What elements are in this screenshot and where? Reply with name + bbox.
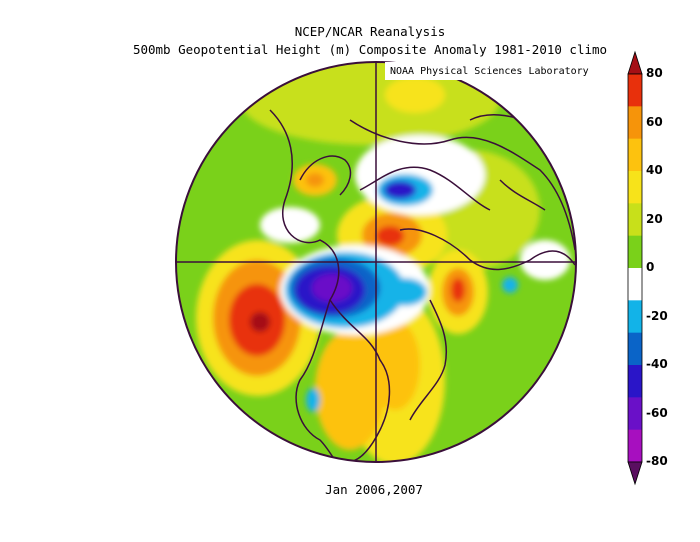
colorbar-tick-label: 80 <box>646 66 663 80</box>
colorbar-segment <box>628 138 642 172</box>
colorbar-min-arrow <box>627 461 643 486</box>
colorbar-tick-label: -40 <box>646 357 668 371</box>
colorbar-segment <box>628 300 642 334</box>
anomaly-field <box>176 62 576 462</box>
colorbar-max-arrow <box>627 50 643 75</box>
colorbar-segment <box>628 332 642 366</box>
colorbar-tick-label: -80 <box>646 454 668 468</box>
colorbar-segment <box>628 268 642 301</box>
colorbar <box>627 50 643 486</box>
colorbar-segment <box>628 106 642 140</box>
map-boundary <box>175 61 577 463</box>
colorbar-tick-label: 60 <box>646 114 663 129</box>
colorbar-tick-label: 20 <box>646 211 663 226</box>
colorbar-segment <box>628 203 642 237</box>
credit-label: NOAA Physical Sciences Laboratory <box>390 66 589 77</box>
colorbar-segment <box>628 74 642 107</box>
colorbar-segment <box>628 171 642 204</box>
colorbar-segment <box>628 235 642 269</box>
colorbar-tick-label: -20 <box>646 308 668 323</box>
chart-subtitle: 500mb Geopotential Height (m) Composite … <box>132 42 608 57</box>
date-label: Jan 2006,2007 <box>325 482 423 497</box>
colorbar-segment <box>628 365 642 398</box>
colorbar-tick-label: 0 <box>646 260 655 274</box>
colorbar-segment <box>628 429 642 463</box>
siberia-max <box>376 226 404 246</box>
chart-title: NCEP/NCAR Reanalysis <box>294 24 446 39</box>
pacific-max <box>250 312 270 332</box>
colorbar-segment <box>628 397 642 431</box>
colorbar-tick-label: 40 <box>646 163 663 177</box>
arctic-min <box>384 181 416 199</box>
colorbar-tick-label: -60 <box>646 405 668 420</box>
coastlines <box>269 109 576 462</box>
